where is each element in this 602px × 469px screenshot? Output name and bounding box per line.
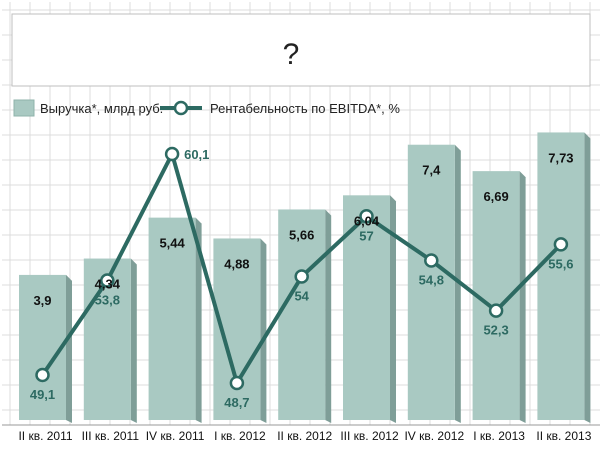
bars <box>19 132 591 423</box>
category-tick-label: II кв. 2013 <box>536 429 591 443</box>
line-value-label: 52,3 <box>483 323 508 338</box>
line-point <box>424 253 439 268</box>
line-point <box>164 146 180 162</box>
bar-value-label: 4,34 <box>95 277 121 292</box>
category-tick-label: IV кв. 2012 <box>404 429 464 443</box>
bar <box>278 209 326 420</box>
bar-depth <box>130 258 137 423</box>
category-tick-label: III кв. 2011 <box>82 429 140 443</box>
labels: 3,9 II кв. 2011 4,34 III кв. 2011 5,44 IV кв.… <box>18 147 591 443</box>
bar-value-label: 6,04 <box>354 213 380 228</box>
bar <box>148 217 196 420</box>
chart-title: ? <box>283 38 300 71</box>
category-tick-label: I кв. 2012 <box>214 429 266 443</box>
line-point <box>35 367 50 383</box>
category-tick-label: IV кв. 2011 <box>146 429 205 443</box>
bar-depth <box>390 195 396 423</box>
bar-value-label: 5,66 <box>289 227 314 242</box>
bar <box>19 274 66 420</box>
category-tick-label: I кв. 2013 <box>473 429 525 443</box>
bar-depth <box>66 274 72 423</box>
line-value-label: 49,1 <box>30 387 55 402</box>
bar <box>537 132 585 420</box>
category-tick-label: III кв. 2012 <box>340 429 399 443</box>
line-value-label: 53,8 <box>95 293 120 308</box>
legend: Выручка*, млрд руб. Рентабельность по EB… <box>13 99 400 117</box>
line-series <box>35 146 569 391</box>
legend-bar-label: Выручка*, млрд руб. <box>40 101 163 116</box>
bar-value-label: 4,88 <box>224 256 249 271</box>
line-value-label: 54,8 <box>419 272 444 287</box>
category-tick-label: II кв. 2012 <box>277 429 332 443</box>
line-point <box>488 303 504 318</box>
line-value-label: 54 <box>294 289 309 304</box>
bar-value-label: 7,73 <box>548 150 573 165</box>
bar <box>407 144 455 420</box>
legend-line-label: Рентабельность по EBITDA*, % <box>210 101 400 116</box>
bar-depth <box>325 209 332 423</box>
bar-value-label: 6,69 <box>483 189 508 204</box>
legend-bar-swatch <box>13 99 35 117</box>
bar-depth <box>584 132 591 423</box>
bar-depth <box>519 171 526 423</box>
line-point <box>100 273 115 288</box>
bar-depth <box>195 217 202 423</box>
line-point <box>229 375 245 391</box>
line-point <box>294 269 309 284</box>
bar-depth <box>454 144 461 423</box>
line-point <box>553 237 569 252</box>
bar-value-label: 7,4 <box>422 163 441 178</box>
bar-depth <box>260 238 267 423</box>
category-tick-label: II кв. 2011 <box>18 429 72 443</box>
line-value-label: 48,7 <box>224 395 249 410</box>
bar-value-label: 5,44 <box>159 236 185 251</box>
line-value-label: 57 <box>359 228 373 243</box>
line-value-label: 55,6 <box>548 256 573 271</box>
line-value-label: 60,1 <box>184 147 209 162</box>
bar-value-label: 3,9 <box>33 293 51 308</box>
line-point <box>359 209 374 224</box>
legend-line-marker <box>173 100 189 116</box>
title-box <box>11 13 591 87</box>
